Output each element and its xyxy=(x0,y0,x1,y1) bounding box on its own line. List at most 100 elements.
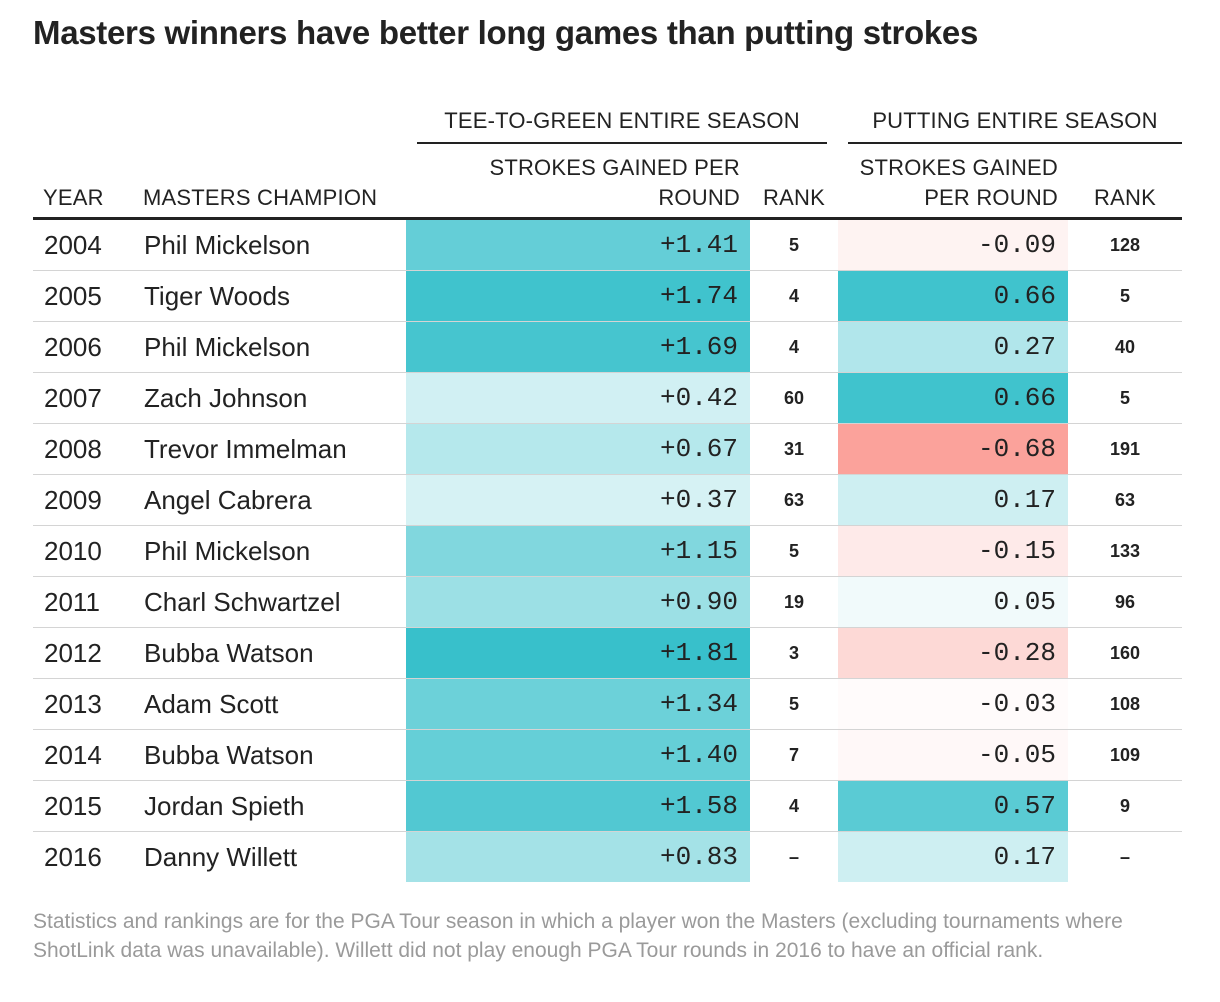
putting-strokes-gained-cell: 0.17 xyxy=(838,832,1068,882)
ttg-rank-cell: 63 xyxy=(783,490,805,510)
putting-rank-cell: 9 xyxy=(1119,796,1130,816)
table-row: 2016 Danny Willett +0.83 – 0.17 – xyxy=(33,832,1182,882)
putting-strokes-gained-cell: -0.09 xyxy=(838,220,1068,270)
year-cell: 2004 xyxy=(44,230,102,260)
ttg-strokes-gained-cell: +1.41 xyxy=(406,220,750,270)
ttg-sg-header-line2: ROUND xyxy=(658,185,740,210)
ttg-strokes-gained-cell: +0.42 xyxy=(406,373,750,423)
year-cell: 2007 xyxy=(44,383,102,413)
table-row: 2014 Bubba Watson +1.40 7 -0.05 109 xyxy=(33,730,1182,781)
ttg-rank-cell: 19 xyxy=(783,592,805,612)
tee-to-green-group-header: TEE-TO-GREEN ENTIRE SEASON xyxy=(444,108,800,133)
year-cell: 2010 xyxy=(44,536,102,566)
year-column-header: YEAR xyxy=(43,185,104,210)
putting-strokes-gained-cell: -0.28 xyxy=(838,628,1068,678)
ttg-rank-cell: 4 xyxy=(788,337,799,357)
table-row: 2012 Bubba Watson +1.81 3 -0.28 160 xyxy=(33,628,1182,679)
ttg-strokes-gained-cell: +1.40 xyxy=(406,730,750,780)
champion-cell: Phil Mickelson xyxy=(144,332,311,362)
putting-strokes-gained-cell: 0.57 xyxy=(838,781,1068,831)
ttg-strokes-gained-cell: +1.34 xyxy=(406,679,750,729)
putting-strokes-gained-cell: 0.27 xyxy=(838,322,1068,372)
putting-group-rule xyxy=(848,142,1182,144)
ttg-strokes-gained-cell: +1.74 xyxy=(406,271,750,321)
putting-rank-cell: – xyxy=(1119,847,1130,867)
table-row: 2010 Phil Mickelson +1.15 5 -0.15 133 xyxy=(33,526,1182,577)
putting-group-header: PUTTING ENTIRE SEASON xyxy=(872,108,1158,133)
putting-rank-cell: 40 xyxy=(1114,337,1136,357)
putting-rank-cell: 63 xyxy=(1114,490,1136,510)
table-row: 2007 Zach Johnson +0.42 60 0.66 5 xyxy=(33,373,1182,424)
putting-strokes-gained-cell: 0.66 xyxy=(838,373,1068,423)
ttg-rank-cell: 5 xyxy=(788,541,799,561)
ttg-strokes-gained-cell: +1.69 xyxy=(406,322,750,372)
putting-strokes-gained-cell: -0.15 xyxy=(838,526,1068,576)
putt-rank-header: RANK xyxy=(1094,185,1156,210)
champion-cell: Bubba Watson xyxy=(144,638,314,668)
putting-rank-cell: 128 xyxy=(1109,235,1141,255)
year-cell: 2014 xyxy=(44,740,102,770)
ttg-rank-cell: – xyxy=(788,847,799,867)
ttg-rank-cell: 7 xyxy=(788,745,799,765)
ttg-rank-cell: 3 xyxy=(788,643,799,663)
results-table: 2004 Phil Mickelson +1.41 5 -0.09 128 2005 Tige… xyxy=(33,220,1182,882)
year-cell: 2011 xyxy=(44,587,100,617)
table-row: 2011 Charl Schwartzel +0.90 19 0.05 96 xyxy=(33,577,1182,628)
putting-rank-cell: 160 xyxy=(1109,643,1141,663)
champion-cell: Tiger Woods xyxy=(144,281,290,311)
putting-strokes-gained-cell: -0.05 xyxy=(838,730,1068,780)
ttg-strokes-gained-cell: +0.83 xyxy=(406,832,750,882)
ttg-rank-cell: 5 xyxy=(788,694,799,714)
header-rule xyxy=(33,217,1182,220)
putting-strokes-gained-cell: 0.66 xyxy=(838,271,1068,321)
champion-cell: Phil Mickelson xyxy=(144,230,311,260)
year-cell: 2006 xyxy=(44,332,102,362)
putting-rank-cell: 5 xyxy=(1119,286,1130,306)
year-cell: 2005 xyxy=(44,281,102,311)
ttg-strokes-gained-cell: +0.90 xyxy=(406,577,750,627)
ttg-rank-cell: 60 xyxy=(783,388,805,408)
table-row: 2009 Angel Cabrera +0.37 63 0.17 63 xyxy=(33,475,1182,526)
putting-strokes-gained-cell: 0.05 xyxy=(838,577,1068,627)
year-cell: 2009 xyxy=(44,485,102,515)
ttg-strokes-gained-cell: +1.58 xyxy=(406,781,750,831)
ttg-rank-cell: 5 xyxy=(788,235,799,255)
champion-cell: Bubba Watson xyxy=(144,740,314,770)
putting-rank-cell: 5 xyxy=(1119,388,1130,408)
champion-cell: Phil Mickelson xyxy=(144,536,311,566)
putting-rank-cell: 109 xyxy=(1109,745,1141,765)
ttg-strokes-gained-cell: +0.67 xyxy=(406,424,750,474)
year-cell: 2013 xyxy=(44,689,102,719)
champion-cell: Zach Johnson xyxy=(144,383,308,413)
ttg-strokes-gained-cell: +1.15 xyxy=(406,526,750,576)
year-cell: 2016 xyxy=(44,842,102,872)
table-row: 2006 Phil Mickelson +1.69 4 0.27 40 xyxy=(33,322,1182,373)
ttg-rank-cell: 4 xyxy=(788,796,799,816)
champion-cell: Adam Scott xyxy=(144,689,279,719)
year-cell: 2008 xyxy=(44,434,102,464)
putt-sg-header-line1: STROKES GAINED xyxy=(859,155,1058,180)
page-title: Masters winners have better long games t… xyxy=(33,14,979,51)
ttg-sg-header-line1: STROKES GAINED PER xyxy=(489,155,740,180)
ttg-rank-cell: 31 xyxy=(783,439,805,459)
ttg-strokes-gained-cell: +1.81 xyxy=(406,628,750,678)
year-cell: 2012 xyxy=(44,638,102,668)
champion-cell: Charl Schwartzel xyxy=(144,587,341,617)
year-cell: 2015 xyxy=(44,791,102,821)
putting-strokes-gained-cell: 0.17 xyxy=(838,475,1068,525)
champion-column-header: MASTERS CHAMPION xyxy=(143,185,378,210)
putt-sg-header-line2: PER ROUND xyxy=(924,185,1058,210)
table-row: 2013 Adam Scott +1.34 5 -0.03 108 xyxy=(33,679,1182,730)
ttg-rank-header: RANK xyxy=(763,185,825,210)
table-row: 2015 Jordan Spieth +1.58 4 0.57 9 xyxy=(33,781,1182,832)
putting-rank-cell: 96 xyxy=(1114,592,1136,612)
champion-cell: Angel Cabrera xyxy=(144,485,312,515)
champion-cell: Jordan Spieth xyxy=(144,791,305,821)
putting-strokes-gained-cell: -0.68 xyxy=(838,424,1068,474)
putting-strokes-gained-cell: -0.03 xyxy=(838,679,1068,729)
table-row: 2005 Tiger Woods +1.74 4 0.66 5 xyxy=(33,271,1182,322)
putting-rank-cell: 133 xyxy=(1109,541,1141,561)
tee-to-green-group-rule xyxy=(417,142,827,144)
putting-rank-cell: 191 xyxy=(1109,439,1141,459)
ttg-strokes-gained-cell: +0.37 xyxy=(406,475,750,525)
